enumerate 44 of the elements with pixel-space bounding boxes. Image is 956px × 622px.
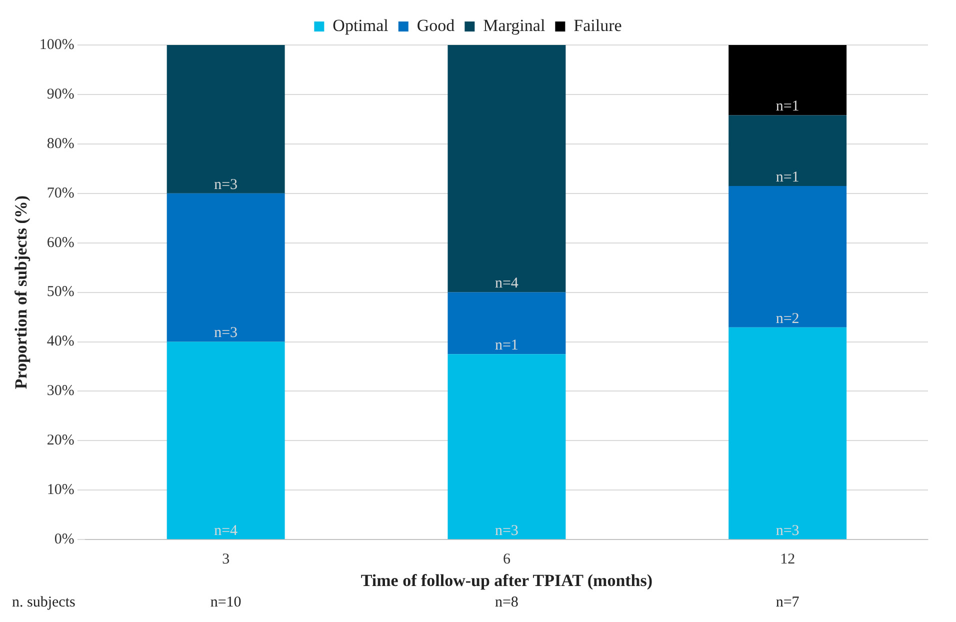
bar (166, 45, 285, 194)
y-axis-title: Proportion of subjects (%) (12, 195, 31, 390)
annotation: n=3 (214, 325, 238, 342)
legend-label: Optimal (332, 16, 389, 35)
annotation: n=1 (494, 338, 518, 354)
x-tick-label: 3 (222, 552, 230, 568)
bar (728, 327, 847, 540)
x-tick-label: 12 (780, 552, 796, 568)
y-tick-label: 60% (46, 234, 74, 251)
legend-label: Failure (574, 16, 622, 35)
annotation: n=4 (214, 523, 238, 540)
y-tick-label: 20% (46, 432, 74, 449)
bar (728, 186, 847, 328)
bar (448, 45, 566, 292)
annotation: n=1 (776, 98, 800, 115)
annotation: n=3 (776, 523, 800, 540)
y-tick-label: 80% (46, 136, 74, 152)
x-axis-title: Time of follow-up after TPIAT (months) (360, 571, 653, 590)
legend-label: Marginal (483, 16, 546, 35)
y-tick-label: 40% (46, 334, 74, 350)
legend-label: Good (416, 16, 456, 35)
text: n. subjects (12, 594, 76, 610)
x-tick-label: 6 (502, 552, 511, 568)
annotation: n=2 (776, 310, 800, 327)
y-tick-label: 50% (46, 284, 74, 300)
bar (166, 193, 285, 342)
text: n=7 (776, 594, 800, 610)
text: n=10 (210, 594, 242, 610)
y-tick-label: 10% (46, 482, 74, 498)
y-tick-label: 0% (54, 532, 74, 548)
bar (728, 115, 847, 186)
y-tick-label: 100% (39, 36, 74, 53)
annotation: n=1 (776, 169, 800, 186)
y-tick-label: 90% (46, 86, 74, 102)
bar (166, 342, 285, 540)
annotation: n=4 (494, 276, 519, 292)
annotation: n=3 (494, 523, 518, 540)
text: n=8 (494, 594, 518, 610)
bar (728, 45, 847, 116)
y-tick-label: 30% (46, 383, 74, 400)
bar (448, 354, 566, 540)
y-tick-label: 70% (46, 185, 74, 202)
bar (448, 292, 566, 354)
annotation: n=3 (214, 176, 238, 193)
